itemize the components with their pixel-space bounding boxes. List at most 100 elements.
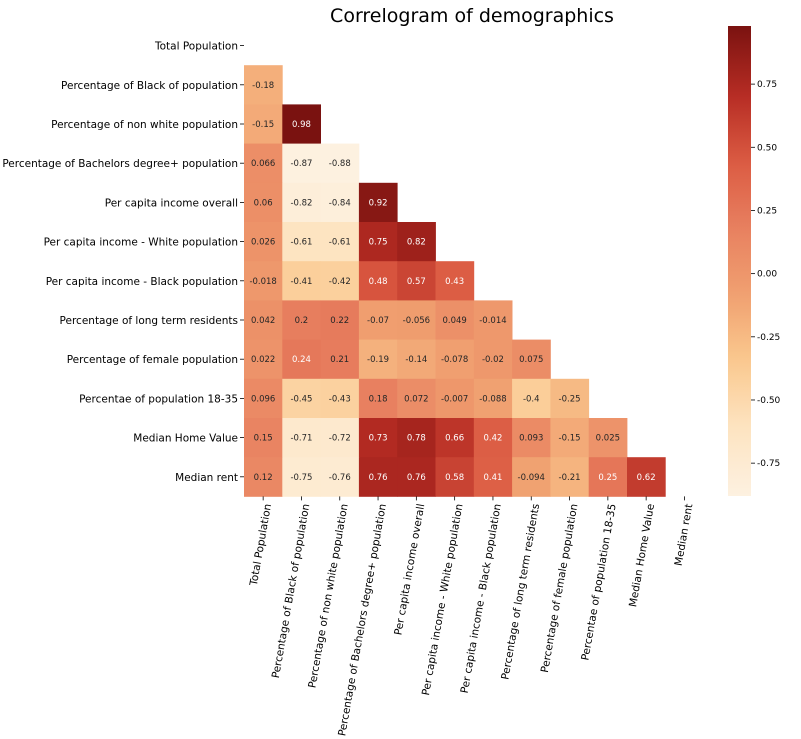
heatmap-cell: [473, 418, 513, 458]
cell-value-label: 0.76: [369, 473, 388, 483]
cell-value-label: 0.06: [254, 198, 273, 208]
cell-value-label: 0.24: [292, 355, 311, 365]
colorbar-tick-label: 0.75: [757, 80, 777, 90]
cell-value-label: 0.57: [407, 277, 426, 287]
heatmap-cell: [282, 104, 321, 144]
cell-value-label: -0.45: [290, 394, 312, 404]
heatmap-cell: [282, 418, 321, 458]
y-tick-label: Median rent: [175, 472, 238, 484]
cell-value-label: -0.4: [523, 394, 540, 404]
colorbar-tick-label: -0.50: [757, 396, 781, 406]
heatmap-cell: [397, 378, 436, 419]
colorbar: 0.75 0.50 0.25 0.00 -0.25 -0.50 -0.75: [728, 26, 781, 496]
chart-title: Correlogram of demographics: [330, 5, 614, 27]
heatmap-cell: [627, 457, 666, 497]
y-tick-label: Median Home Value: [133, 433, 238, 445]
cell-value-label: -0.07: [367, 316, 389, 326]
y-axis-labels: Total Population Percentage of Black of p…: [2, 41, 244, 484]
heatmap-cell: [435, 378, 475, 419]
cell-value-label: 0.066: [251, 159, 275, 169]
cell-value-label: 0.92: [369, 198, 388, 208]
heatmap-cell: [435, 457, 475, 497]
heatmap-cell: [358, 378, 398, 419]
colorbar-ticks: 0.75 0.50 0.25 0.00 -0.25 -0.50 -0.75: [751, 80, 781, 469]
y-tick-label: Percentage of female population: [67, 354, 238, 366]
heatmap-cell: [320, 143, 360, 184]
cell-value-label: -0.094: [518, 473, 545, 483]
y-tick-label: Percentage of Bachelors degree+ populati…: [2, 158, 238, 170]
cell-value-label: 0.76: [407, 473, 426, 483]
heatmap-cell: [435, 261, 475, 301]
heatmap-cell: [282, 300, 321, 340]
heatmap-cell: [320, 378, 360, 419]
heatmap-cell: [244, 104, 283, 144]
heatmap-cell: [244, 143, 283, 184]
x-tick-label: Percentage of Black of population: [270, 503, 313, 679]
x-tick-label: Per capita income - White population: [420, 503, 466, 697]
heatmap-cell: [397, 418, 436, 458]
cell-value-label: -0.76: [329, 473, 351, 483]
heatmap-cell: [512, 339, 551, 380]
heatmap-cell: [358, 182, 398, 223]
heatmap-cell: [473, 339, 513, 380]
cell-value-label: -0.078: [441, 355, 468, 365]
heatmap-cell: [588, 457, 628, 497]
colorbar-tick-label: -0.75: [757, 459, 780, 469]
heatmap-cell: [397, 457, 436, 497]
cell-value-label: -0.61: [329, 238, 351, 248]
cell-value-label: 0.12: [254, 473, 273, 483]
heatmap-cell: [282, 457, 321, 497]
cell-value-label: 0.025: [596, 434, 620, 444]
heatmap-cell: [320, 457, 360, 497]
cell-value-label: -0.19: [367, 355, 389, 365]
heatmap-cell: [244, 457, 283, 497]
y-tick-label: Percentage of long term residents: [60, 315, 238, 327]
heatmap-cell: [512, 457, 551, 497]
heatmap-cell: [473, 300, 513, 340]
heatmap-cell: [358, 261, 398, 301]
cell-value-label: 0.093: [519, 434, 543, 444]
heatmap-cell: [358, 418, 398, 458]
heatmap-cell: [512, 378, 551, 419]
heatmap-cell: [244, 300, 283, 340]
colorbar-gradient: [728, 26, 751, 496]
cell-value-label: 0.042: [251, 316, 275, 326]
cell-value-label: 0.25: [598, 473, 617, 483]
heatmap-cell: [550, 418, 590, 458]
cell-value-label: 0.21: [330, 355, 349, 365]
cell-value-label: 0.62: [637, 473, 656, 483]
cell-value-label: -0.61: [290, 238, 312, 248]
x-tick-label: Per capita income overall: [392, 503, 427, 636]
cell-value-label: -0.014: [479, 316, 506, 326]
heatmap-cell: [358, 222, 398, 262]
x-tick-label: Percentae of population 18-35: [579, 503, 618, 662]
cell-value-label: -0.15: [559, 434, 581, 444]
cell-value-label: -0.25: [559, 394, 581, 404]
heatmap-cell: [282, 222, 321, 262]
heatmap-cell: [244, 65, 283, 105]
heatmap-cell: [512, 418, 551, 458]
cell-value-label: -0.018: [249, 277, 276, 287]
cell-value-label: -0.88: [329, 159, 351, 169]
y-tick-label: Per capita income - White population: [44, 237, 238, 249]
cell-value-label: 0.075: [519, 355, 543, 365]
cell-value-label: 0.43: [445, 277, 464, 287]
cell-value-label: 0.48: [369, 277, 388, 287]
heatmap-cell: [358, 339, 398, 380]
cell-value-label: 0.15: [254, 434, 273, 444]
x-tick-label: Percentage of female population: [539, 503, 581, 674]
x-tick-label: Median rent: [673, 503, 696, 567]
colorbar-tick-label: 0.50: [757, 143, 777, 153]
heatmap-cell: [397, 222, 436, 262]
cell-value-label: -0.02: [482, 355, 504, 365]
cell-value-label: -0.82: [290, 198, 312, 208]
heatmap-cell: [320, 222, 360, 262]
heatmap-cell: [397, 339, 436, 380]
cell-value-label: -0.75: [290, 473, 312, 483]
colorbar-tick-label: -0.25: [757, 333, 780, 343]
cell-value-label: 0.98: [292, 120, 311, 130]
heatmap-cell: [244, 222, 283, 262]
heatmap-cell: [282, 339, 321, 380]
cell-value-label: 0.072: [404, 394, 428, 404]
